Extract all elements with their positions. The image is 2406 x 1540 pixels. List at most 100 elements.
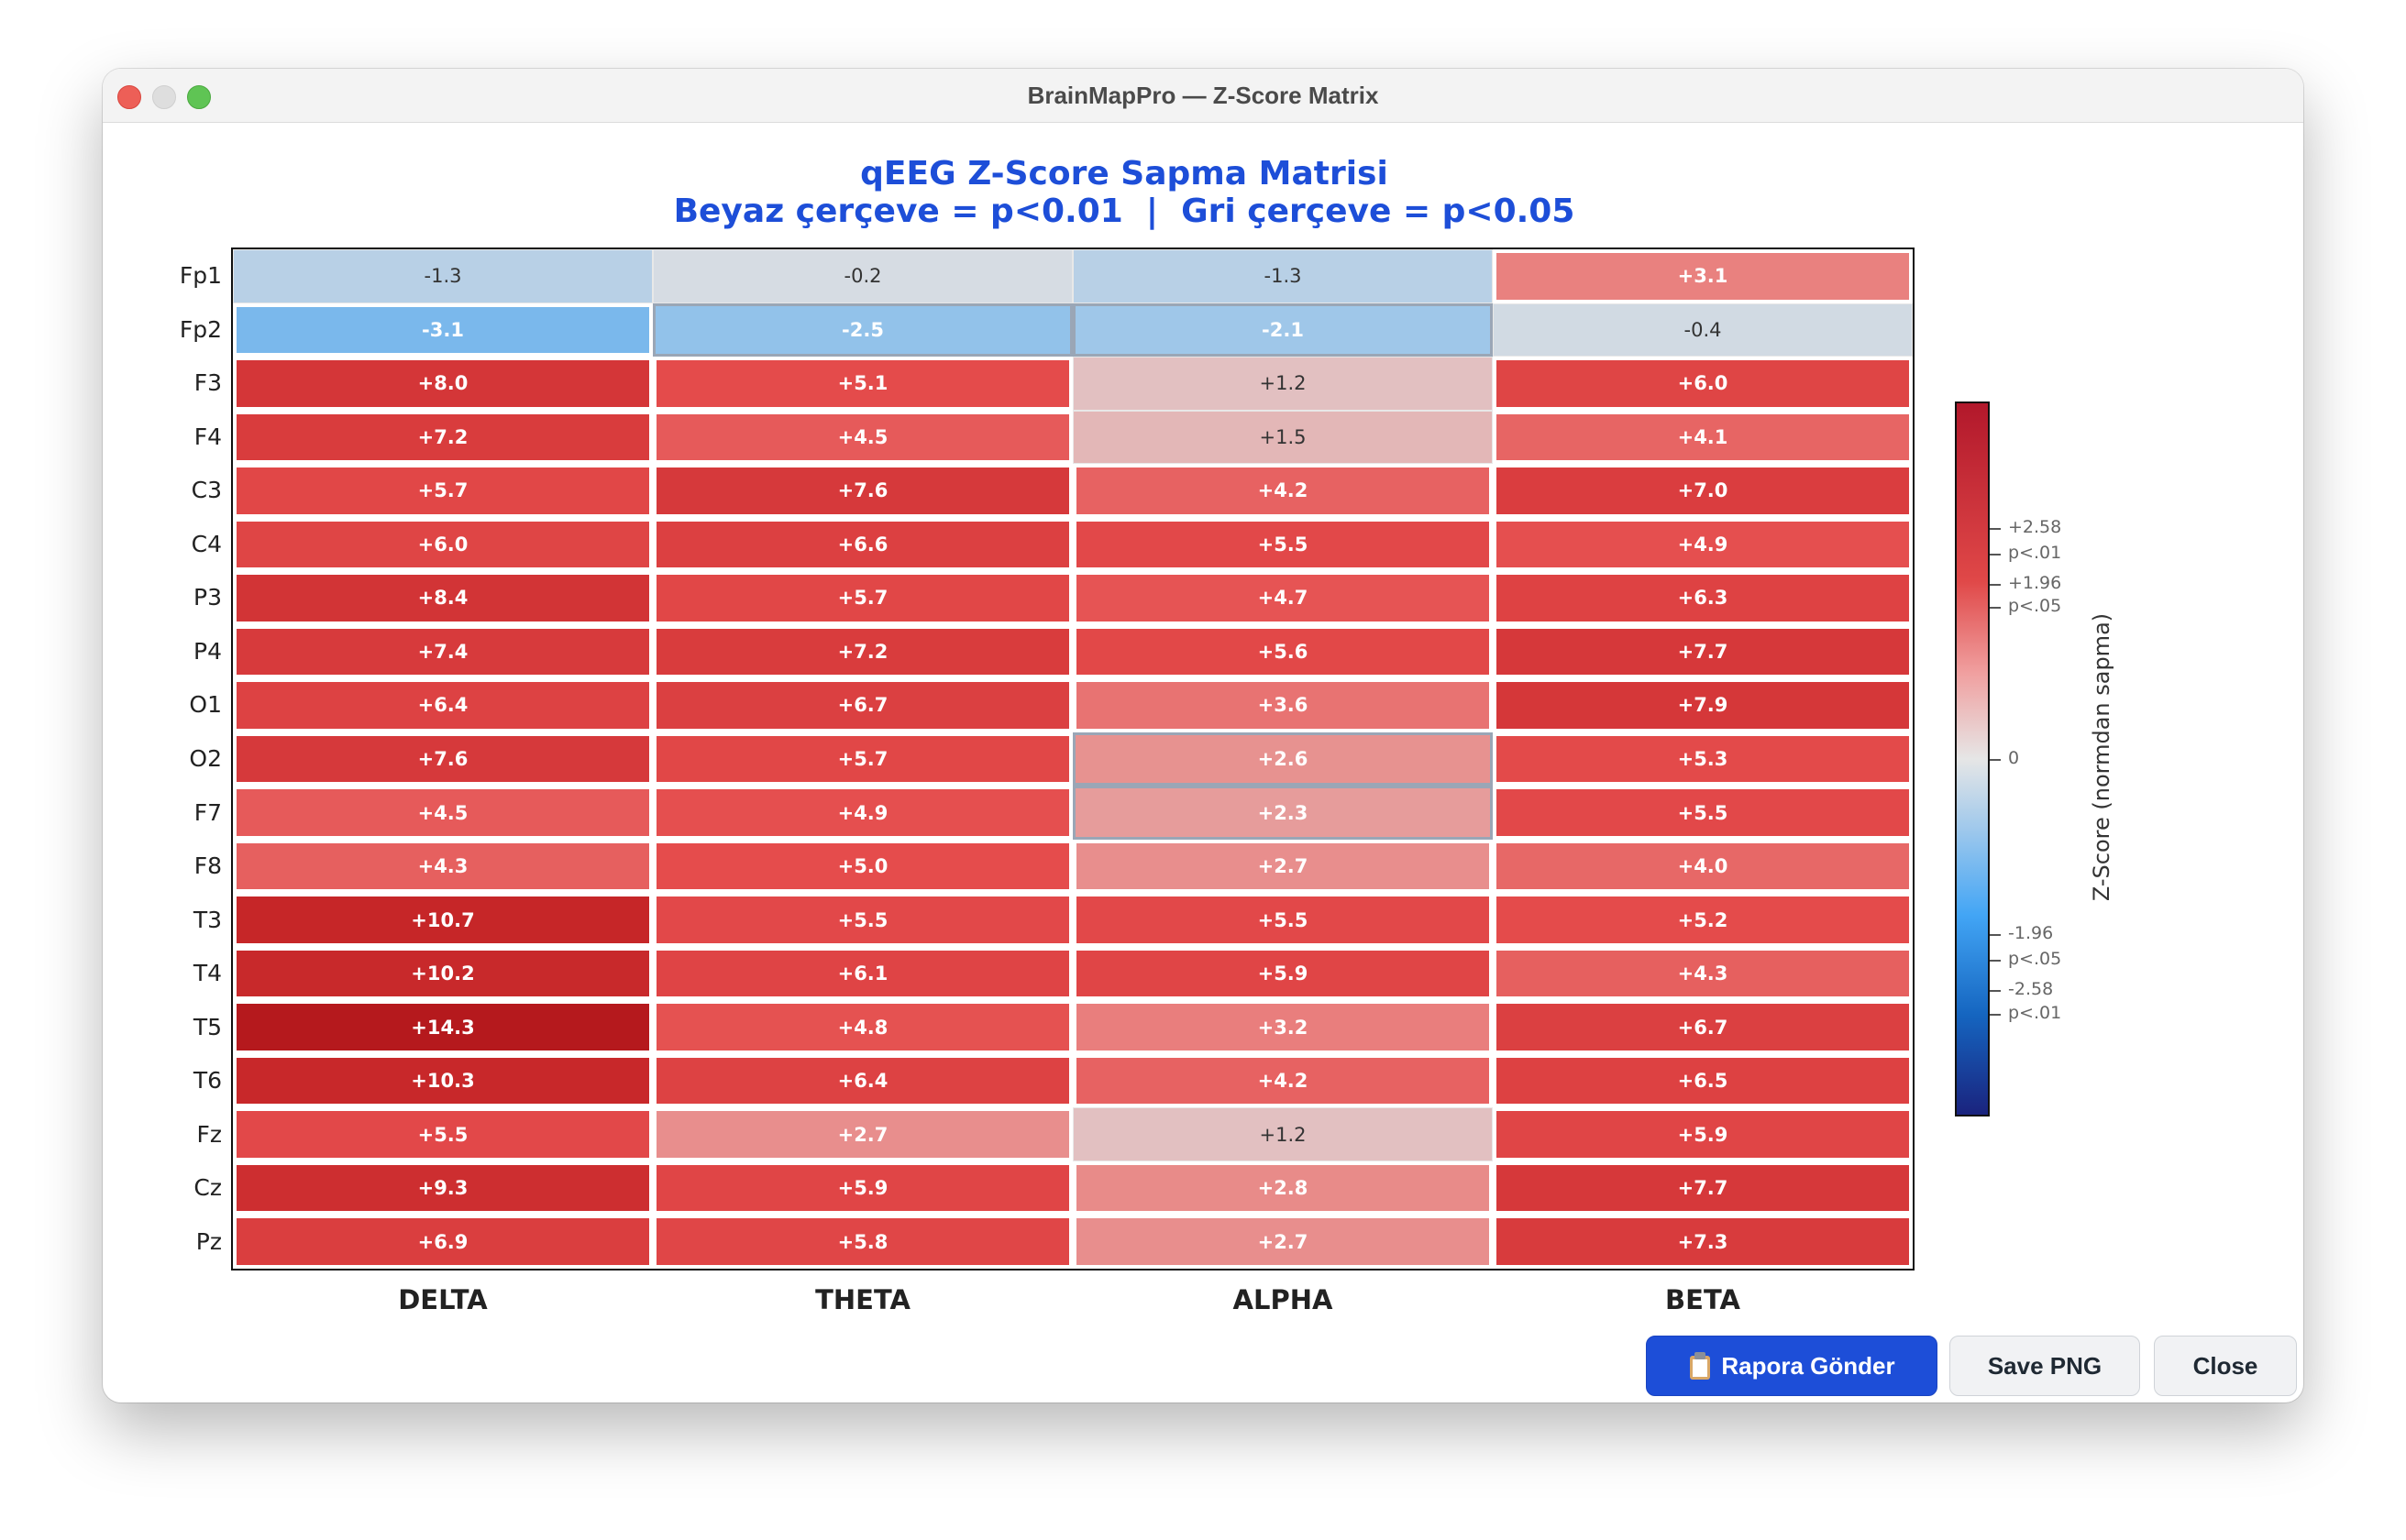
heatmap-cell: +1.2 <box>1073 357 1493 411</box>
heatmap-cell: -0.2 <box>653 249 1073 303</box>
colorbar-tick <box>1990 1013 2001 1016</box>
row-label: C3 <box>191 477 222 504</box>
heatmap-cell: +2.6 <box>1073 732 1493 786</box>
heatmap-cell: +7.2 <box>233 410 653 465</box>
save-png-button[interactable]: Save PNG <box>1949 1336 2140 1396</box>
row-label: O2 <box>189 745 222 772</box>
heatmap-cell: +1.5 <box>1073 410 1493 465</box>
heatmap-cell: +5.5 <box>653 893 1073 947</box>
colorbar-label: Z-Score (normdan sapma) <box>2089 612 2114 902</box>
heatmap-cell: +6.4 <box>653 1053 1073 1108</box>
column-label: ALPHA <box>1232 1284 1333 1315</box>
heatmap-cell: +2.7 <box>1073 1215 1493 1269</box>
heatmap-cell: +4.8 <box>653 1000 1073 1054</box>
heatmap-cell: +6.3 <box>1493 571 1913 625</box>
colorbar-tick-label: +1.96 <box>2008 572 2062 593</box>
heatmap-cell: -1.3 <box>233 249 653 303</box>
column-label: DELTA <box>398 1284 488 1315</box>
chart-subtitle: Beyaz çerçeve = p<0.01 | Gri çerçeve = p… <box>673 192 1575 230</box>
heatmap-cell: +10.2 <box>233 946 653 1001</box>
colorbar-tick-label: +2.58 <box>2008 517 2062 538</box>
heatmap-cell: +6.4 <box>233 678 653 732</box>
colorbar-tick <box>1990 528 2001 531</box>
row-label: Pz <box>195 1227 222 1255</box>
heatmap-cell: +6.1 <box>653 946 1073 1001</box>
colorbar-tick-label: p<.01 <box>2008 542 2062 563</box>
heatmap-cell: +5.5 <box>1073 517 1493 572</box>
title-bar: BrainMapPro — Z-Score Matrix <box>103 69 2303 123</box>
row-label: P3 <box>193 584 222 611</box>
heatmap-cell: +7.6 <box>233 732 653 786</box>
heatmap-cell: +5.6 <box>1073 624 1493 679</box>
heatmap-cell: +2.7 <box>1073 839 1493 894</box>
heatmap-cell: +6.7 <box>653 678 1073 732</box>
colorbar-tick-label: p<.01 <box>2008 1002 2062 1023</box>
heatmap-cell: +6.7 <box>1493 1000 1913 1054</box>
row-label: F8 <box>193 852 222 880</box>
heatmap-cell: +6.6 <box>653 517 1073 572</box>
colorbar-tick <box>1990 553 2001 556</box>
heatmap-cell: +4.3 <box>1493 946 1913 1001</box>
close-button[interactable]: Close <box>2154 1336 2297 1396</box>
heatmap-cell: +7.7 <box>1493 624 1913 679</box>
colorbar-tick <box>1990 934 2001 937</box>
heatmap-cell: +5.8 <box>653 1215 1073 1269</box>
heatmap-cell: +2.7 <box>653 1107 1073 1161</box>
heatmap-cell: -3.1 <box>233 302 653 358</box>
heatmap-cell: +4.2 <box>1073 1053 1493 1108</box>
heatmap-cell: +4.5 <box>653 410 1073 465</box>
colorbar-tick-label: p<.05 <box>2008 596 2062 617</box>
send-to-report-label: Rapora Gönder <box>1721 1351 1895 1380</box>
heatmap-cell: +4.5 <box>233 786 653 840</box>
clipboard-icon <box>1688 1352 1712 1380</box>
heatmap-cell: +10.7 <box>233 893 653 947</box>
heatmap-cell: +8.4 <box>233 571 653 625</box>
heatmap-cell: +3.1 <box>1493 249 1913 303</box>
heatmap-cell: +2.3 <box>1073 786 1493 840</box>
heatmap-cell: +7.7 <box>1493 1160 1913 1216</box>
colorbar <box>1955 402 1990 1116</box>
colorbar-tick <box>1990 607 2001 610</box>
app-window: BrainMapPro — Z-Score Matrix qEEG Z-Scor… <box>103 69 2303 1402</box>
row-label: Fp2 <box>179 315 222 343</box>
column-label: BETA <box>1665 1284 1740 1315</box>
heatmap-cell: +6.9 <box>233 1215 653 1269</box>
heatmap-cell: +4.9 <box>653 786 1073 840</box>
colorbar-tick-label: -1.96 <box>2008 923 2054 944</box>
heatmap-cell: +3.2 <box>1073 1000 1493 1054</box>
heatmap-cell: +14.3 <box>233 1000 653 1054</box>
column-label: THETA <box>815 1284 911 1315</box>
heatmap-cell: +5.5 <box>1073 893 1493 947</box>
heatmap-cell: +5.9 <box>1073 946 1493 1001</box>
heatmap-cell: +10.3 <box>233 1053 653 1108</box>
heatmap-cell: +6.0 <box>1493 357 1913 411</box>
window-minimize-button[interactable] <box>152 85 176 109</box>
colorbar-tick <box>1990 759 2001 761</box>
row-label: Cz <box>193 1174 222 1202</box>
row-label: F7 <box>193 798 222 826</box>
window-close-button[interactable] <box>117 85 141 109</box>
row-label: T3 <box>193 906 222 933</box>
heatmap-cell: +5.5 <box>1493 786 1913 840</box>
row-label: T4 <box>193 960 222 987</box>
row-label: Fz <box>196 1120 222 1148</box>
row-label: C4 <box>191 530 222 557</box>
heatmap-cell: +7.3 <box>1493 1215 1913 1269</box>
colorbar-tick <box>1990 989 2001 992</box>
heatmap-cell: +5.7 <box>653 571 1073 625</box>
heatmap-cell: +5.5 <box>233 1107 653 1161</box>
chart-title: qEEG Z-Score Sapma Matrisi <box>860 155 1388 192</box>
heatmap-cell: +2.8 <box>1073 1160 1493 1216</box>
heatmap-cell: +9.3 <box>233 1160 653 1216</box>
heatmap-cell: +4.9 <box>1493 517 1913 572</box>
heatmap-grid: -1.3 -0.2 -1.3 +3.1 -3.1 -2.5 -2.1 -0.4 +8.0 +5.1… <box>231 248 1915 1270</box>
window-zoom-button[interactable] <box>187 85 211 109</box>
colorbar-tick-label: p<.05 <box>2008 949 2062 970</box>
heatmap-cell: +7.6 <box>653 464 1073 518</box>
heatmap-cell: -2.1 <box>1073 302 1493 358</box>
heatmap-cell: +7.2 <box>653 624 1073 679</box>
send-to-report-button[interactable]: Rapora Gönder <box>1646 1336 1937 1396</box>
row-label: O1 <box>189 691 222 719</box>
row-label: T5 <box>193 1013 222 1040</box>
heatmap-cell: +7.0 <box>1493 464 1913 518</box>
